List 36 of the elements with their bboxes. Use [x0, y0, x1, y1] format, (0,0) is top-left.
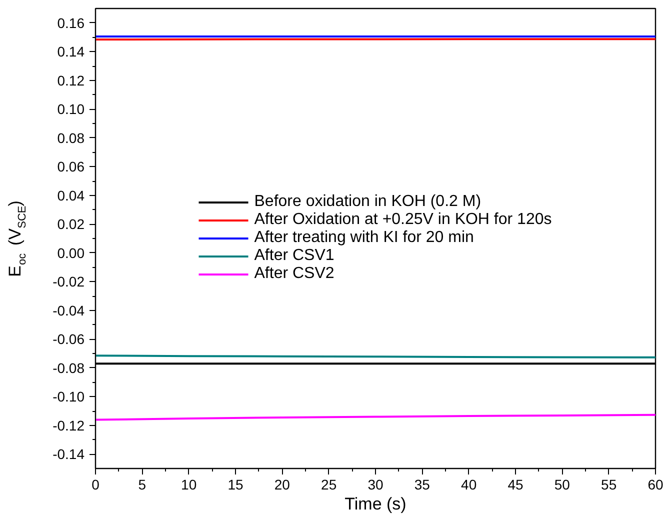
- y-tick-label: -0.04: [52, 302, 85, 318]
- x-tick-label: 0: [92, 476, 100, 492]
- x-tick-label: 40: [461, 476, 477, 492]
- x-axis-title: Time (s): [344, 494, 406, 514]
- y-tick-label: 0.14: [57, 44, 85, 60]
- x-tick-label: 35: [414, 476, 430, 492]
- x-tick-label: 20: [274, 476, 290, 492]
- y-tick-label: 0.02: [57, 216, 85, 232]
- legend-label: Before oxidation in KOH (0.2 M): [254, 193, 482, 211]
- y-tick-label: 0.10: [57, 101, 85, 118]
- x-tick-label: 45: [508, 476, 524, 492]
- y-tick-label: -0.08: [52, 360, 85, 376]
- legend-label: After Oxidation at +0.25V in KOH for 120s: [254, 211, 552, 229]
- y-tick-label: 0.08: [57, 130, 85, 146]
- x-tick-label: 55: [601, 476, 617, 492]
- legend-label: After treating with KI for 20 min: [254, 229, 474, 247]
- x-tick-label: 30: [368, 476, 384, 492]
- legend-label: After CSV2: [254, 265, 334, 283]
- x-tick-label: 15: [228, 476, 244, 492]
- y-tick-label: 0.06: [57, 158, 85, 175]
- x-tick-label: 25: [321, 476, 337, 492]
- legend-label: After CSV1: [254, 247, 334, 265]
- y-tick-label: 0.04: [57, 187, 85, 204]
- y-tick-label: -0.14: [52, 446, 85, 462]
- y-tick-label: 0.00: [57, 244, 85, 261]
- x-tick-label: 50: [554, 476, 570, 492]
- y-axis-title: Eoc (VSCE): [6, 200, 28, 277]
- y-tick-label: -0.10: [52, 388, 85, 405]
- x-tick-label: 10: [181, 476, 197, 492]
- y-tick-label: -0.06: [52, 331, 85, 348]
- x-tick-label: 5: [138, 476, 146, 492]
- y-tick-label: 0.12: [57, 72, 85, 88]
- y-tick-label: -0.12: [52, 417, 85, 434]
- y-tick-label: -0.02: [52, 274, 85, 290]
- y-tick-label: 0.16: [57, 14, 85, 31]
- x-tick-label: 60: [648, 476, 664, 492]
